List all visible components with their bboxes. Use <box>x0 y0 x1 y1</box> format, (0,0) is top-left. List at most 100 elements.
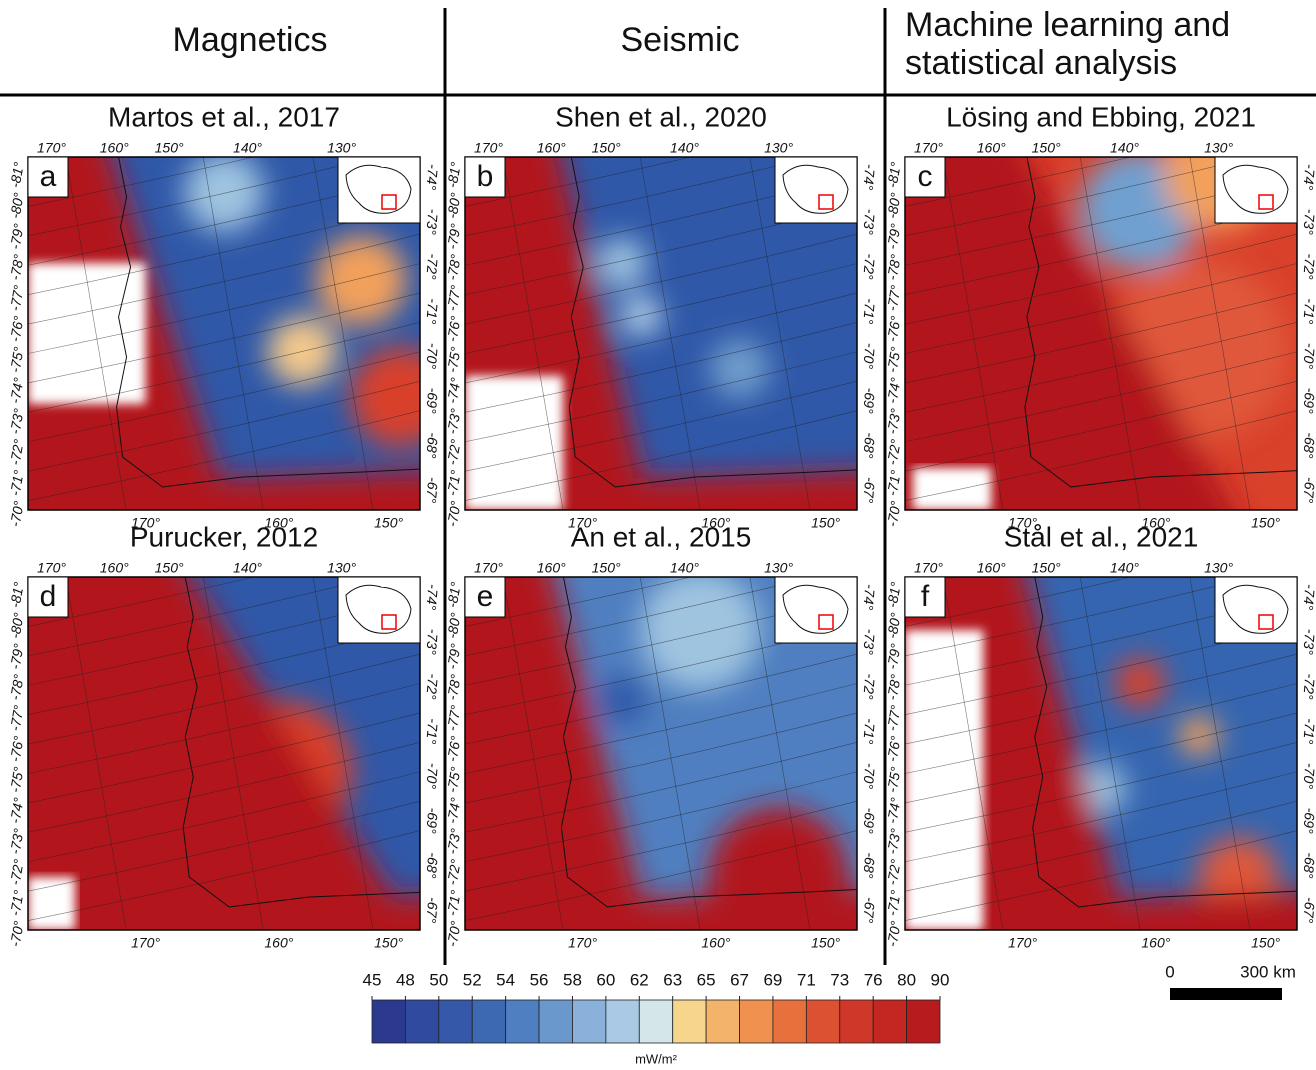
lat-label: -71° <box>860 718 878 746</box>
lat-label: -81° <box>7 580 27 609</box>
colorbar-cell <box>873 1000 906 1043</box>
lat-label: -73° <box>860 628 878 656</box>
lat-label: -79° <box>884 642 904 671</box>
lat-label: -75° <box>884 345 904 374</box>
lat-label: -77° <box>444 284 464 313</box>
lon-label: 160° <box>537 140 566 156</box>
lon-label: 140° <box>1110 140 1139 156</box>
lat-label: -79° <box>884 222 904 251</box>
lat-label: -71° <box>444 468 464 497</box>
lat-label: -70° <box>7 499 27 528</box>
lat-label: -74° <box>860 584 878 612</box>
lat-label: -67° <box>423 477 441 505</box>
heat-blob <box>621 296 661 336</box>
colorbar-label: 67 <box>730 970 749 989</box>
lat-label: -73° <box>7 827 27 856</box>
lat-label: -78° <box>884 253 904 282</box>
lon-label: 140° <box>670 560 699 576</box>
lat-label: -73° <box>884 407 904 436</box>
lon-label: 170° <box>474 140 503 156</box>
lat-label: -67° <box>1300 477 1316 505</box>
lat-label: -74° <box>423 584 441 612</box>
colorbar-label: 65 <box>697 970 716 989</box>
lon-label: 160° <box>100 560 129 576</box>
lat-label: -81° <box>444 160 464 189</box>
lon-label: 150° <box>592 140 621 156</box>
lat-label: -73° <box>444 407 464 436</box>
lat-label: -72° <box>1300 673 1316 701</box>
colorbar-label: 90 <box>931 970 950 989</box>
lat-label: -81° <box>884 580 904 609</box>
lon-label: 150° <box>1032 560 1061 576</box>
lon-label: 160° <box>537 560 566 576</box>
lon-label: 150° <box>1251 515 1280 531</box>
lat-label: -80° <box>444 611 464 640</box>
lat-label: -74° <box>884 796 904 825</box>
colorbar-label: 54 <box>496 970 515 989</box>
panel-citation: An et al., 2015 <box>571 521 752 552</box>
lat-label: -68° <box>860 432 878 460</box>
colorbar-cell <box>840 1000 873 1043</box>
lat-label: -72° <box>860 673 878 701</box>
colorbar-label: 73 <box>830 970 849 989</box>
lat-label: -80° <box>444 191 464 220</box>
lat-label: -71° <box>884 888 904 917</box>
colorbar-label: 58 <box>563 970 582 989</box>
lon-label: 130° <box>1204 560 1233 576</box>
lon-label: 160° <box>264 935 293 951</box>
lat-label: -76° <box>444 734 464 763</box>
lat-label: -78° <box>884 673 904 702</box>
lat-label: -75° <box>444 345 464 374</box>
lat-label: -71° <box>7 888 27 917</box>
lat-label: -71° <box>7 468 27 497</box>
heat-blob <box>709 339 769 399</box>
lon-label: 150° <box>155 560 184 576</box>
lat-label: -69° <box>1300 807 1316 835</box>
lat-label: -73° <box>884 827 904 856</box>
lat-label: -76° <box>884 734 904 763</box>
lat-label: -71° <box>1300 298 1316 326</box>
panel-citation: Purucker, 2012 <box>130 521 318 552</box>
scale-label: 300 km <box>1240 962 1296 981</box>
lon-label: 160° <box>701 935 730 951</box>
lat-label: -70° <box>444 499 464 528</box>
colorbar-cell <box>572 1000 605 1043</box>
lat-label: -68° <box>1300 432 1316 460</box>
colorbar-label: 52 <box>463 970 482 989</box>
lat-label: -71° <box>860 298 878 326</box>
lat-label: -77° <box>884 704 904 733</box>
lat-label: -76° <box>7 734 27 763</box>
lat-label: -74° <box>423 164 441 192</box>
lon-label: 170° <box>474 560 503 576</box>
heat-blob <box>184 152 264 232</box>
no-data <box>28 263 146 404</box>
lat-label: -70° <box>423 762 441 790</box>
lat-label: -72° <box>423 253 441 281</box>
heat-blob <box>640 570 760 690</box>
lat-label: -76° <box>444 314 464 343</box>
lat-label: -68° <box>860 852 878 880</box>
page: Magnetics Seismic aMartos et al., 201717… <box>0 0 1316 1070</box>
lat-label: -73° <box>444 827 464 856</box>
colorbar-label: 60 <box>596 970 615 989</box>
lat-label: -80° <box>7 611 27 640</box>
lon-label: 170° <box>37 140 66 156</box>
colorbar-cell <box>405 1000 438 1043</box>
heat-blob <box>1179 716 1219 756</box>
lon-label: 160° <box>100 140 129 156</box>
colorbar-label: 62 <box>630 970 649 989</box>
lon-label: 150° <box>1251 935 1280 951</box>
colorbar-cell <box>907 1000 940 1043</box>
lon-label: 170° <box>131 935 160 951</box>
lat-label: -69° <box>423 387 441 415</box>
no-data <box>28 877 75 930</box>
lat-label: -78° <box>7 673 27 702</box>
lat-label: -80° <box>7 191 27 220</box>
lat-label: -71° <box>423 298 441 326</box>
lat-label: -70° <box>1300 342 1316 370</box>
colorbar-cell <box>806 1000 839 1043</box>
lat-label: -74° <box>1300 584 1316 612</box>
lon-label: 130° <box>327 560 356 576</box>
colorbar-cell <box>439 1000 472 1043</box>
heat-blob <box>597 676 647 726</box>
